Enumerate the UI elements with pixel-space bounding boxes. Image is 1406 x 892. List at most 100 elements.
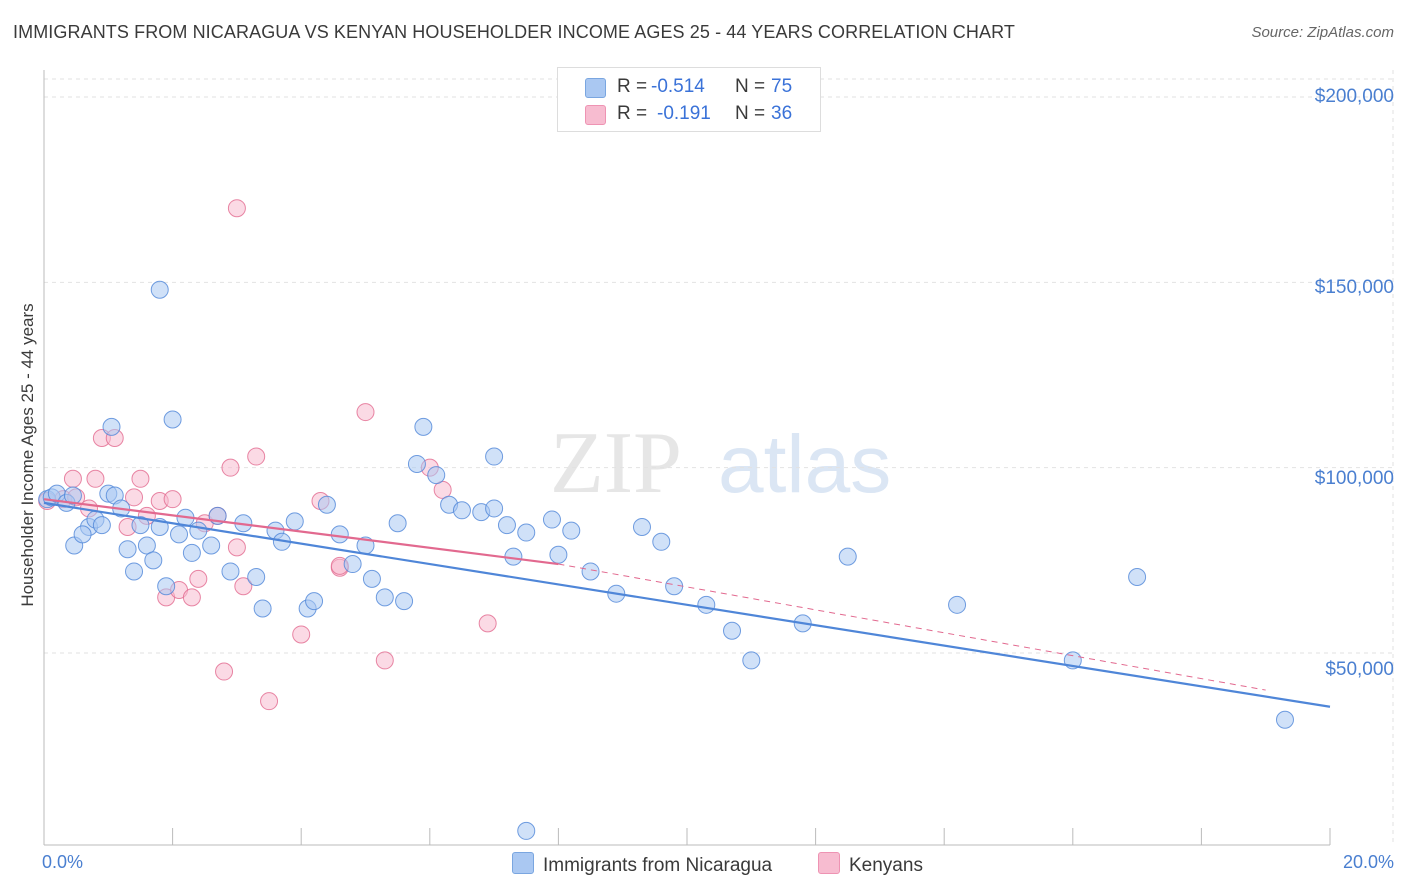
legend-r-label: R = [617, 76, 648, 97]
nicaragua-point [63, 486, 82, 505]
legend-swatch-blue [585, 78, 606, 98]
nicaragua-point [452, 501, 471, 520]
nicaragua-point [388, 514, 407, 533]
legend-r-label: R = [617, 103, 648, 124]
kenyans-point [86, 469, 105, 488]
trend-line-nicaragua [43, 501, 1331, 708]
y-tick-label: $50,000 [1325, 659, 1394, 680]
nicaragua-point [485, 499, 504, 518]
kenyans-point [356, 403, 375, 422]
nicaragua-point [92, 516, 111, 535]
kenyans-point [247, 447, 266, 466]
kenyans-point [292, 625, 311, 644]
kenyans-point [227, 199, 246, 218]
nicaragua-point [742, 651, 761, 670]
nicaragua-point [150, 280, 169, 299]
legend-swatch-pink [585, 105, 606, 125]
trend-lines [43, 498, 1331, 708]
y-tick-label: $150,000 [1314, 277, 1394, 298]
nicaragua-point [581, 562, 600, 581]
kenyans-point [215, 662, 234, 681]
chart-source: Source: ZipAtlas.com [1251, 24, 1394, 41]
stats-legend: R = -0.514 N = 75 R = -0.191 N = 36 [557, 67, 821, 132]
nicaragua-point [1128, 568, 1147, 587]
nicaragua-point [343, 555, 362, 574]
legend-r-value: -0.191 [657, 103, 711, 124]
nicaragua-point [102, 417, 121, 436]
kenyans-point [227, 538, 246, 557]
kenyans-point [63, 469, 82, 488]
series-kenyans-points [38, 199, 497, 711]
legend-n-label: N = [735, 103, 766, 124]
legend-n-label: N = [735, 76, 766, 97]
nicaragua-point [723, 621, 742, 640]
y-tick-label: $200,000 [1314, 86, 1394, 107]
chart-title: IMMIGRANTS FROM NICARAGUA VS KENYAN HOUS… [13, 22, 1015, 42]
nicaragua-point [407, 454, 426, 473]
nicaragua-point [182, 543, 201, 562]
nicaragua-point [632, 517, 651, 536]
x-tick-label-max: 20.0% [1342, 852, 1394, 872]
bottom-legend-label: Immigrants from Nicaragua [543, 855, 773, 876]
nicaragua-point [73, 525, 92, 544]
nicaragua-point [247, 568, 266, 587]
series-nicaragua-points [38, 280, 1294, 840]
bottom-legend-swatch-blue [512, 852, 534, 874]
legend-n-value: 75 [771, 76, 793, 97]
kenyans-point [182, 588, 201, 607]
kenyans-point [189, 569, 208, 588]
kenyans-point [163, 490, 182, 509]
kenyans-point [260, 692, 279, 711]
y-tick-label: $100,000 [1314, 468, 1394, 489]
nicaragua-point [163, 410, 182, 429]
nicaragua-point [542, 510, 561, 529]
nicaragua-point [375, 588, 394, 607]
legend-r-value: -0.514 [651, 76, 705, 97]
nicaragua-point [497, 516, 516, 535]
nicaragua-point [517, 821, 536, 840]
nicaragua-point [330, 525, 349, 544]
nicaragua-point [144, 551, 163, 570]
nicaragua-point [1275, 710, 1294, 729]
bottom-legend-swatch-pink [818, 852, 840, 874]
kenyans-point [221, 458, 240, 477]
nicaragua-point [221, 562, 240, 581]
bottom-legend-kenyans: Kenyans [818, 852, 923, 877]
nicaragua-point [305, 592, 324, 611]
nicaragua-point [170, 525, 189, 544]
kenyans-point [375, 651, 394, 670]
nicaragua-point [562, 521, 581, 540]
legend-n-value: 36 [771, 103, 793, 124]
x-tick-label-min: 0.0% [42, 852, 84, 872]
watermark-atlas: atlas [718, 419, 891, 510]
nicaragua-point [362, 569, 381, 588]
nicaragua-point [157, 577, 176, 596]
kenyans-point [433, 480, 452, 499]
nicaragua-point [118, 540, 137, 559]
nicaragua-point [697, 595, 716, 614]
nicaragua-point [125, 562, 144, 581]
nicaragua-point [665, 577, 684, 596]
nicaragua-point [137, 536, 156, 555]
trend-line-kenyans-extension [558, 563, 1266, 691]
nicaragua-point [948, 595, 967, 614]
nicaragua-point [427, 466, 446, 485]
nicaragua-point [395, 592, 414, 611]
nicaragua-point [317, 495, 336, 514]
nicaragua-point [485, 447, 504, 466]
bottom-legend-label: Kenyans [849, 855, 923, 876]
axes [43, 70, 1331, 846]
nicaragua-point [131, 516, 150, 535]
watermark-zip: ZIP [550, 415, 682, 512]
kenyans-point [131, 469, 150, 488]
nicaragua-point [414, 417, 433, 436]
nicaragua-point [285, 512, 304, 531]
kenyans-point [234, 577, 253, 596]
nicaragua-point [652, 532, 671, 551]
trend-line-kenyans [43, 498, 559, 566]
bottom-legend-nicaragua: Immigrants from Nicaragua [512, 852, 772, 877]
nicaragua-point [549, 545, 568, 564]
kenyans-point [478, 614, 497, 633]
nicaragua-point [517, 523, 536, 542]
